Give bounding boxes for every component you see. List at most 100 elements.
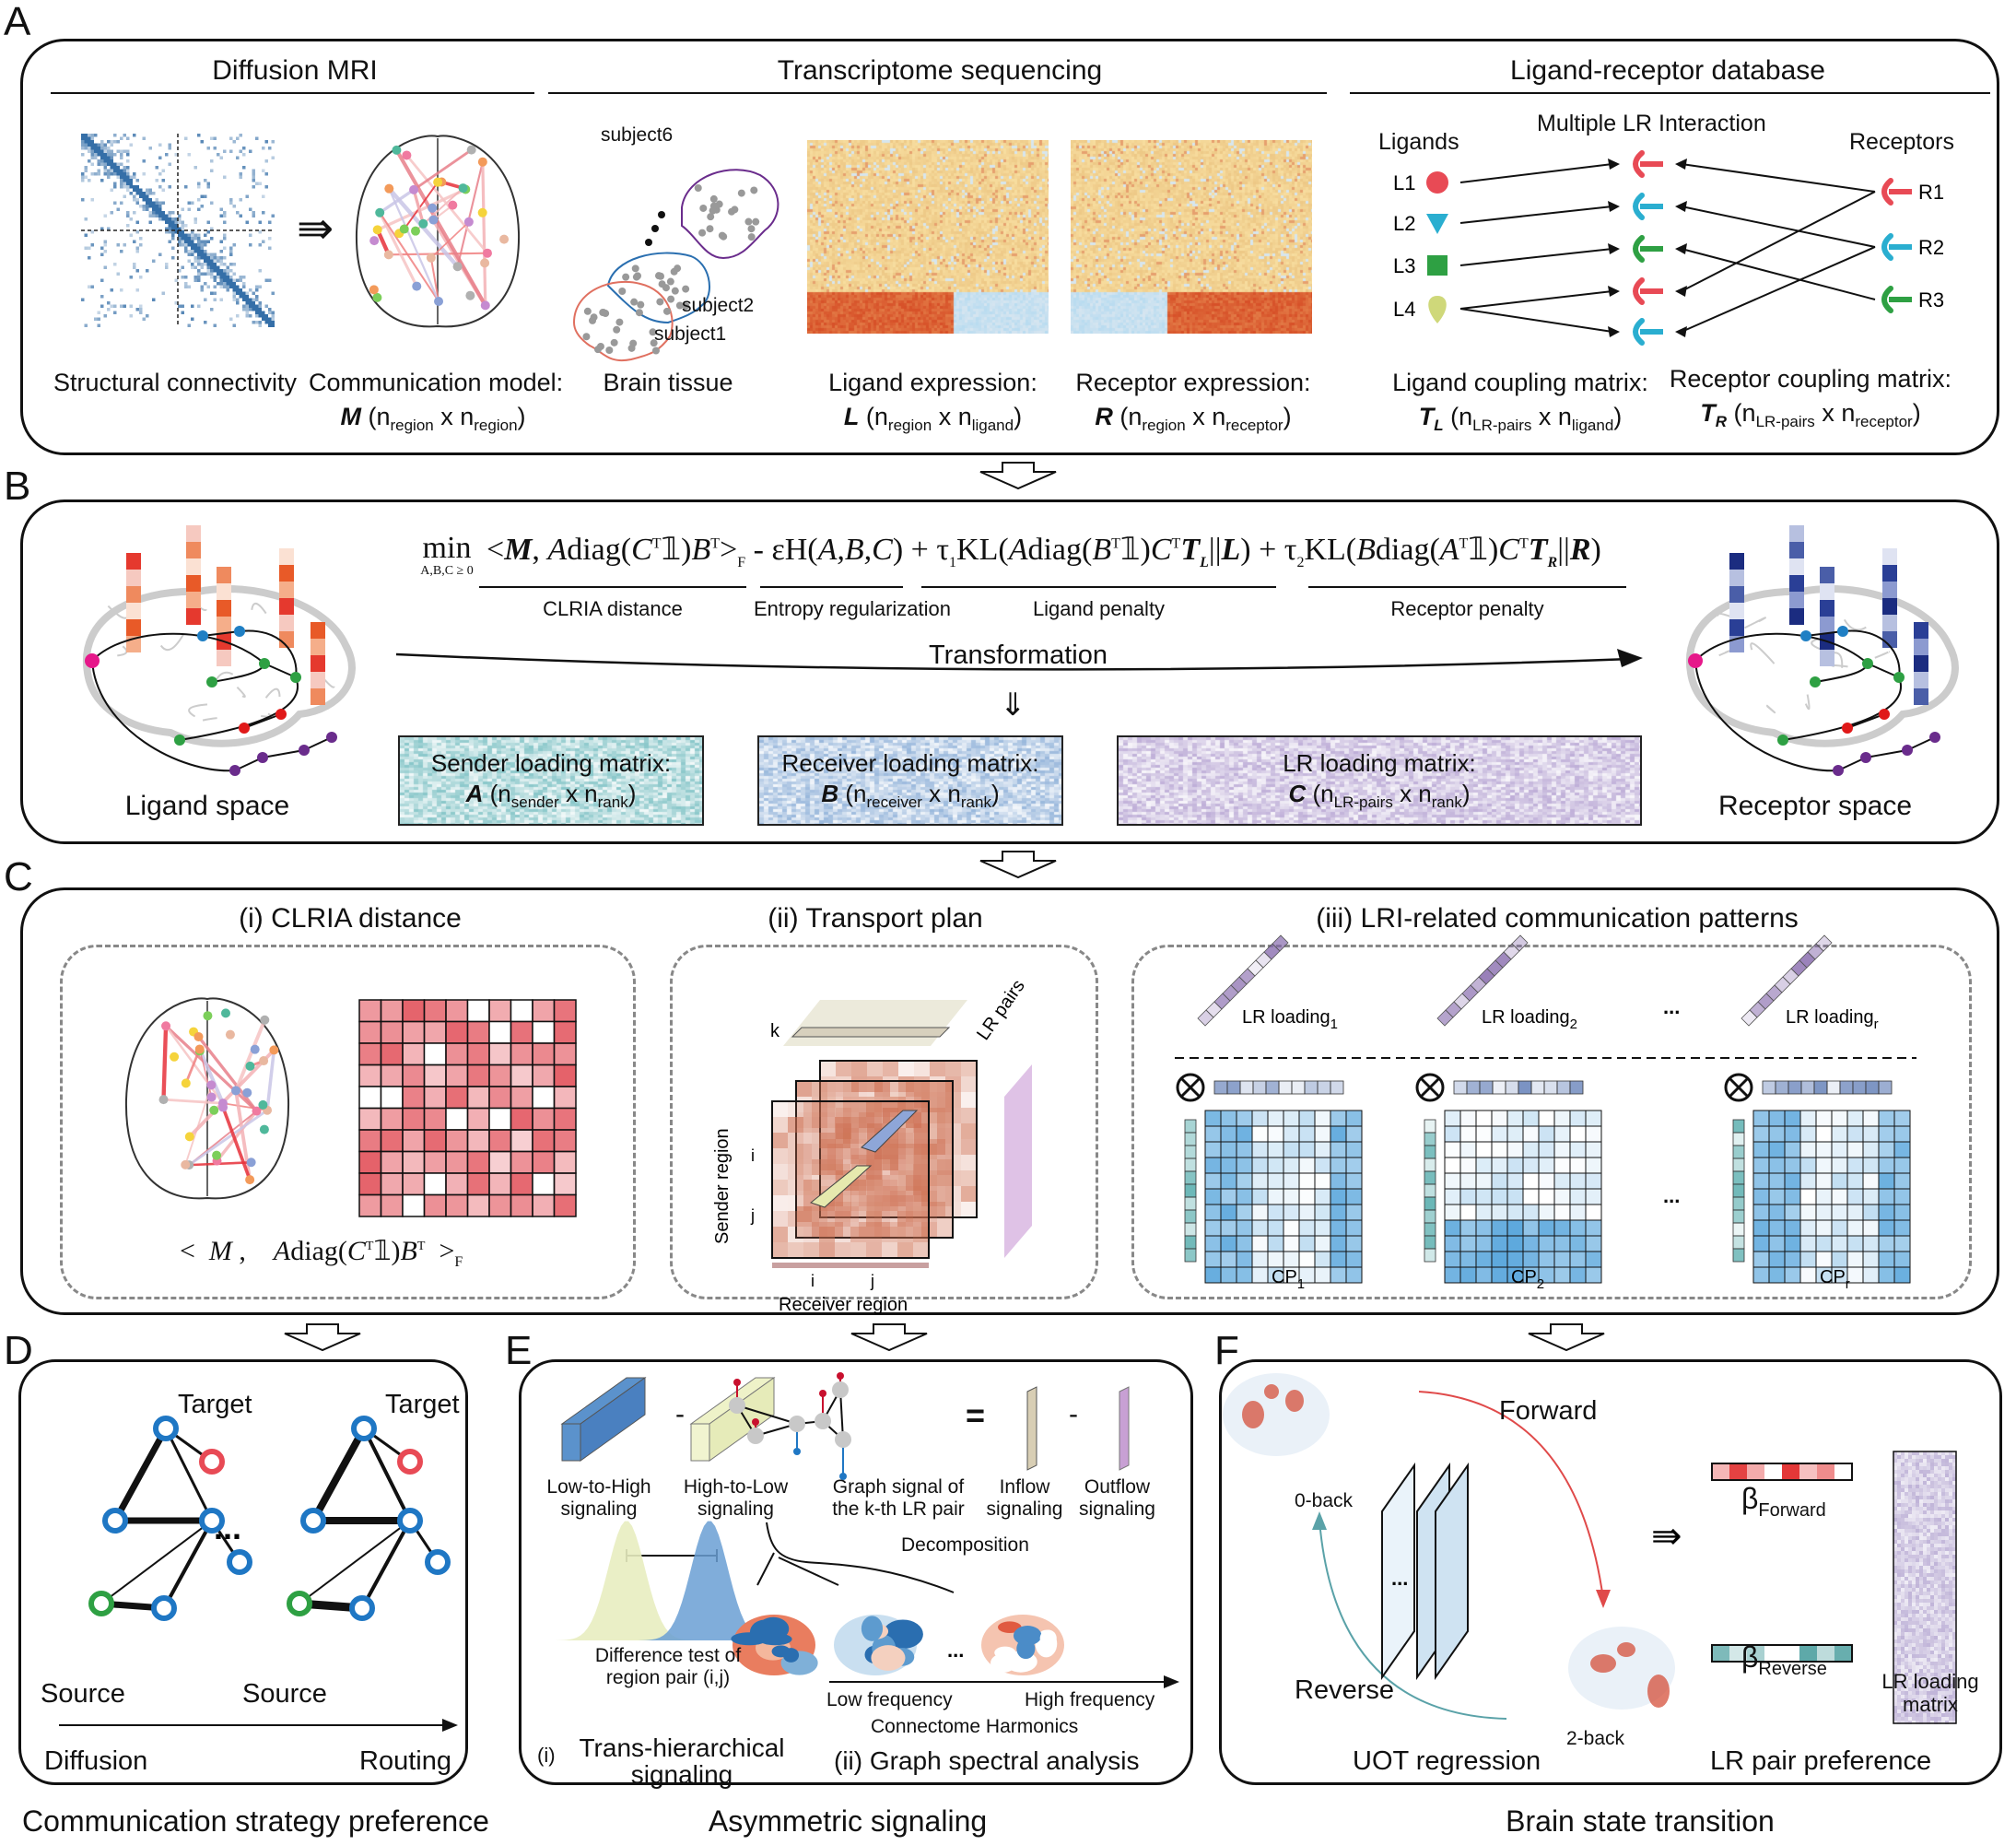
lr-loading-cell (1923, 1632, 1927, 1636)
pattern-cell (1878, 1110, 1895, 1127)
transport-cell (961, 1108, 977, 1123)
sc-cell (123, 304, 126, 308)
lr-loading-cell (1916, 1592, 1919, 1595)
sc-cell (258, 314, 262, 318)
lr-loading-cell (1952, 1610, 1956, 1614)
pattern-cell (1569, 1125, 1587, 1143)
sc-cell (210, 259, 214, 263)
lr-loading-cell (1893, 1647, 1897, 1651)
lr-loading-cell (1897, 1525, 1901, 1529)
lr-loading-cell (1905, 1525, 1908, 1529)
tissue-sample-dot (632, 273, 640, 281)
sc-cell (187, 153, 191, 157)
pattern-cell (1220, 1251, 1237, 1268)
sc-cell (255, 304, 259, 308)
sc-cell (213, 147, 217, 150)
brain-node (384, 183, 394, 194)
heatmap-cell (466, 1020, 490, 1044)
sc-cell (84, 246, 88, 250)
pattern-cell (1220, 1219, 1237, 1237)
lr-loading-cell (1905, 1687, 1908, 1691)
lr-loading-cell (1912, 1459, 1916, 1463)
sc-cell (252, 304, 255, 308)
trans-hierarchical-label: Trans-hierarchical signaling (557, 1734, 806, 1789)
sc-cell (184, 240, 188, 243)
sc-cell (94, 317, 98, 321)
pattern-cell (1878, 1235, 1895, 1252)
tissue-sample-dot (699, 204, 708, 212)
sc-cell (103, 147, 107, 150)
sc-cell (148, 214, 152, 217)
lr-loading-cell (1938, 1499, 1941, 1503)
graph-spectral-label: (ii) Graph spectral analysis (834, 1746, 1140, 1775)
lr-loading-cell (1949, 1614, 1952, 1617)
sc-cell (206, 263, 210, 266)
lr-loading-cell (1893, 1451, 1897, 1455)
lr-loading-cell (1930, 1610, 1934, 1614)
sc-cell (133, 198, 136, 202)
dim: receptor (1225, 417, 1283, 434)
pattern-cell (1585, 1157, 1602, 1174)
pattern-cell (1444, 1188, 1461, 1205)
lr-loading-cell (1930, 1588, 1934, 1592)
sc-cell (155, 201, 158, 205)
lr-loading-cell (1945, 1665, 1949, 1669)
sc-cell (229, 136, 233, 140)
pattern-cell (1522, 1251, 1540, 1268)
pattern-cell (1459, 1204, 1477, 1221)
lr-loading-cell (1927, 1459, 1930, 1463)
sc-cell (110, 188, 113, 192)
lr-loading-cell (1893, 1522, 1897, 1525)
lr-loading-cell (1945, 1573, 1949, 1577)
sc-cell (142, 205, 146, 208)
lr-loading-cell (1901, 1654, 1905, 1658)
transport-cell (898, 1061, 914, 1076)
transport-cell (803, 1101, 819, 1117)
sender-loading-cell (1184, 1235, 1197, 1250)
heatmap-cell (380, 1020, 404, 1044)
sc-cell (181, 243, 184, 247)
pattern-cell (1553, 1188, 1571, 1205)
lr-loading-cell (1934, 1698, 1938, 1702)
sc-cell (213, 285, 217, 288)
lr-loading-cell (1952, 1499, 1956, 1503)
brain-node (206, 1080, 217, 1090)
brain-node (206, 1092, 217, 1102)
expression-bar-cell (1914, 622, 1928, 639)
transport-cell (843, 1206, 859, 1222)
line: Difference test of (594, 1645, 742, 1666)
sc-cell (252, 211, 255, 215)
sc-cell (193, 250, 197, 253)
lr-loading-cell (1941, 1474, 1945, 1477)
lr-loading-cell (1927, 1525, 1930, 1529)
lr-loading-cell (1897, 1698, 1901, 1702)
lr-loading-cell (1905, 1628, 1908, 1632)
lr-loading-cell (1927, 1595, 1930, 1599)
graph-edge (839, 1389, 844, 1440)
transport-cell (819, 1227, 835, 1242)
lr-loading-cell (1912, 1573, 1916, 1577)
sc-cell (178, 243, 182, 247)
sc-cell (226, 265, 229, 269)
graph-node (747, 1428, 764, 1444)
lr-loading-cell (1930, 1499, 1934, 1503)
lr-loading-cell (1923, 1610, 1927, 1614)
expression-bar-cell (279, 598, 294, 615)
heatmap-cell (488, 999, 512, 1023)
lr-loading-cell (1893, 1606, 1897, 1610)
lr-loading-cell (1908, 1617, 1912, 1621)
lr-loading-cell (1905, 1658, 1908, 1662)
lr-loading-cell (1949, 1536, 1952, 1540)
lr-loading-cell (1941, 1518, 1945, 1522)
transport-cell (796, 1144, 812, 1159)
sc-cell (146, 194, 149, 198)
lr-loading-cell (1916, 1577, 1919, 1581)
lr-loading-cell (1934, 1470, 1938, 1474)
lr-loading-cell (1905, 1680, 1908, 1684)
ligand-space-label: Ligand space (124, 791, 290, 821)
sender-loading-cell (1184, 1158, 1197, 1172)
lr-loading-cell (1897, 1654, 1901, 1658)
sulcus (1874, 651, 1891, 659)
sc-cell (152, 205, 156, 208)
lr-loading-cell (1945, 1455, 1949, 1459)
